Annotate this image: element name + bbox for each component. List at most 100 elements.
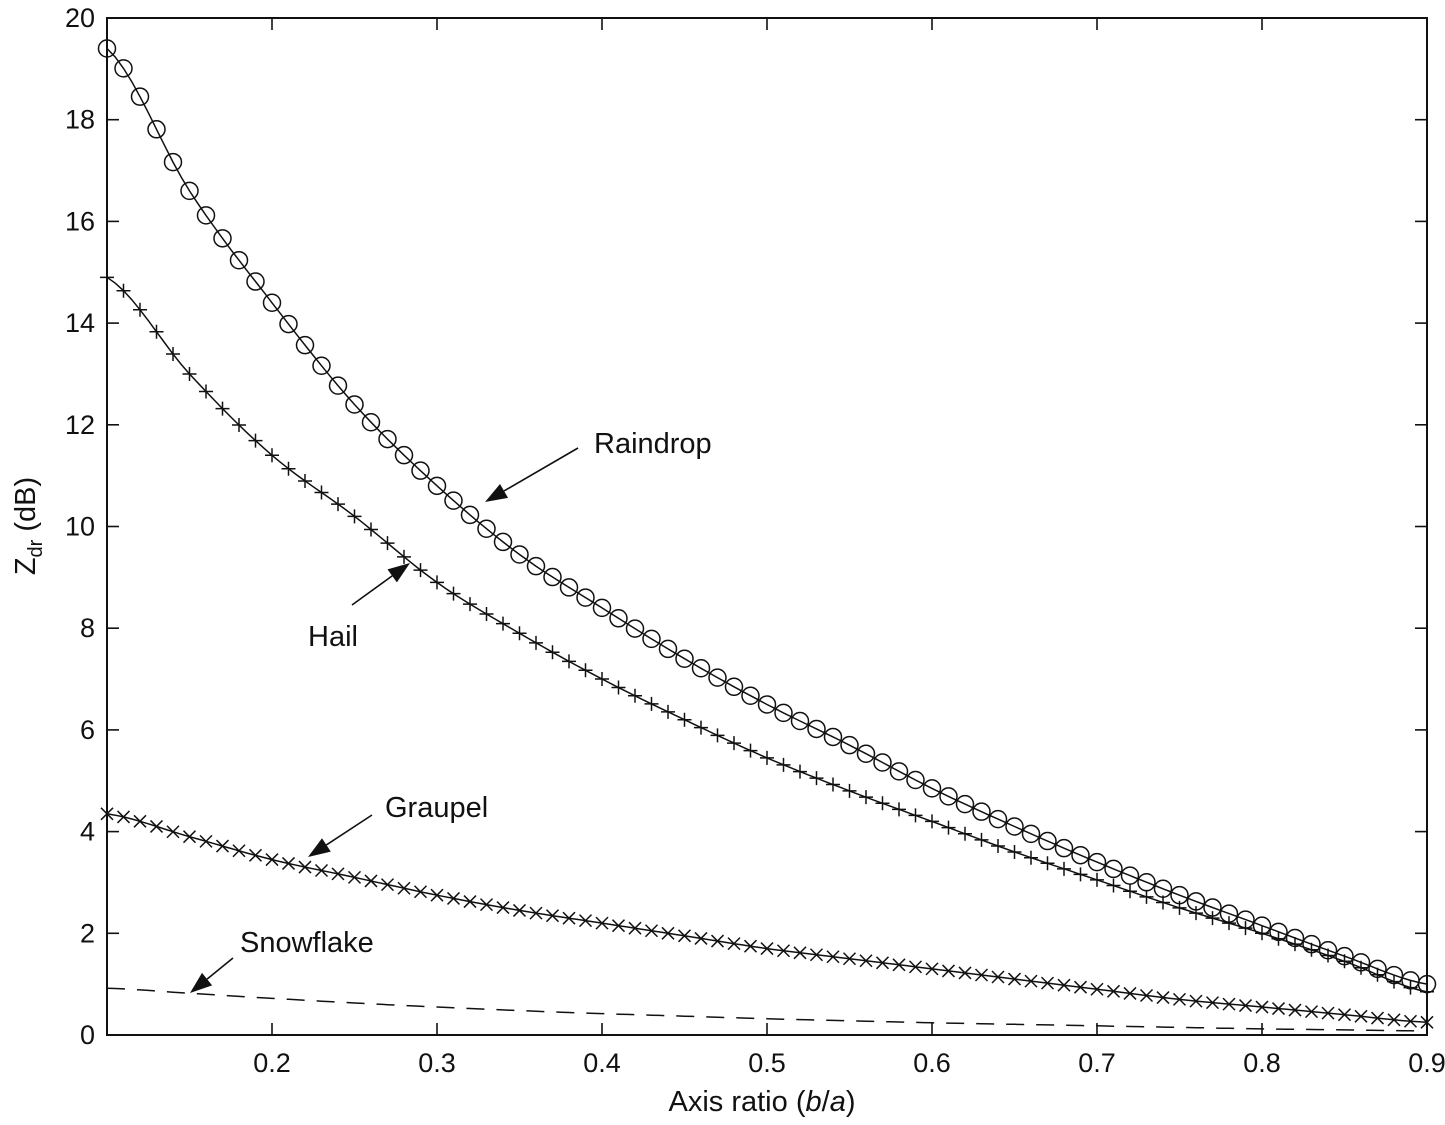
- graupel-point: [298, 860, 312, 874]
- hail-point: [908, 808, 923, 823]
- graupel-point: [826, 950, 840, 964]
- raindrop-point: [460, 505, 480, 525]
- graupel-point: [133, 814, 147, 828]
- raindrop-point: [741, 686, 760, 705]
- y-tick-label: 2: [80, 918, 95, 948]
- graupel-point: [281, 856, 296, 870]
- hail-point: [1106, 878, 1121, 893]
- hail-point: [611, 680, 626, 695]
- raindrop-point: [790, 711, 810, 731]
- raindrop-point: [295, 335, 315, 355]
- raindrop-point: [724, 677, 744, 697]
- hail-point: [925, 814, 939, 829]
- raindrop-point: [691, 659, 711, 678]
- hail-point: [215, 401, 230, 416]
- graupel-point: [463, 895, 477, 909]
- graupel-point: [1106, 984, 1121, 998]
- raindrop-point: [279, 314, 298, 334]
- hail-point: [331, 497, 345, 512]
- graupel-point: [925, 962, 939, 976]
- raindrop-point: [757, 695, 777, 714]
- graupel-point: [727, 937, 741, 951]
- hail-point: [248, 433, 263, 448]
- graupel-point: [364, 874, 378, 888]
- raindrop-point: [196, 206, 216, 225]
- graupel-point: [265, 853, 279, 867]
- raindrop-point: [856, 744, 876, 763]
- raindrop-point: [180, 181, 199, 201]
- raindrop-point: [427, 476, 447, 496]
- graupel-point: [1024, 974, 1038, 988]
- plot-area-frame: [106, 17, 1428, 1036]
- graupel-point: [644, 924, 659, 938]
- graupel-point: [1387, 1013, 1401, 1027]
- x-tick-label: 0.5: [748, 1048, 786, 1078]
- graupel-point: [1222, 997, 1236, 1011]
- hail-point: [1238, 921, 1253, 936]
- graupel-point: [1007, 972, 1022, 986]
- x-tick-label: 0.7: [1078, 1048, 1116, 1078]
- hail-point: [1255, 926, 1269, 941]
- graupel-annotation-arrow: [325, 814, 373, 846]
- hail-point: [1057, 861, 1071, 876]
- graupel-point: [215, 839, 230, 853]
- hail-point: [166, 347, 180, 362]
- y-tick-label: 0: [80, 1020, 95, 1050]
- graupel-point: [199, 834, 213, 848]
- hail-point: [809, 771, 824, 786]
- raindrop-point: [889, 762, 909, 781]
- raindrop-point: [642, 629, 661, 649]
- graupel-point: [1189, 994, 1203, 1008]
- graupel-point: [347, 870, 362, 884]
- hail-point: [446, 586, 461, 601]
- raindrop-point: [625, 619, 645, 638]
- y-axis-title: Zdr (dB): [10, 477, 47, 575]
- hail-point: [1205, 911, 1220, 926]
- raindrop-point: [675, 649, 694, 668]
- raindrop-point: [1104, 859, 1123, 879]
- graupel-point: [1172, 992, 1187, 1006]
- graupel-point: [958, 966, 972, 980]
- graupel-point: [1271, 1002, 1286, 1016]
- hail-point: [974, 832, 989, 847]
- raindrop-annotation-arrow: [503, 447, 579, 492]
- hail-point: [116, 283, 131, 298]
- raindrop-point: [807, 719, 826, 739]
- hail-point: [182, 366, 197, 381]
- hail-annotation-arrow: [351, 575, 393, 606]
- graupel-point: [1321, 1006, 1335, 1020]
- graupel-point: [628, 921, 642, 935]
- hail-point: [1304, 942, 1319, 957]
- graupel-point: [842, 952, 857, 966]
- graupel-point: [380, 878, 395, 892]
- hail-point: [958, 826, 972, 841]
- graupel-point: [149, 819, 164, 833]
- graupel-point: [496, 901, 510, 915]
- hail-point: [694, 720, 708, 735]
- snowflake-series-line: [106, 987, 1427, 1032]
- graupel-point: [1123, 986, 1137, 1000]
- raindrop-point: [873, 753, 892, 772]
- graupel-point: [1090, 982, 1104, 996]
- graupel-point: [991, 970, 1005, 984]
- hail-markers: [100, 270, 1434, 999]
- raindrop-point: [922, 779, 942, 798]
- graupel-point: [710, 934, 725, 948]
- hail-point: [1403, 980, 1418, 995]
- hail-point: [941, 820, 956, 835]
- raindrop-point: [526, 556, 546, 576]
- hail-point: [1370, 967, 1385, 982]
- hail-point: [1172, 900, 1187, 915]
- graupel-point: [1057, 978, 1071, 992]
- hail-point: [1123, 884, 1137, 899]
- raindrop-series-line: [106, 47, 1428, 985]
- y-tick-label: 10: [65, 512, 95, 542]
- graupel-point: [116, 810, 131, 824]
- graupel-point: [562, 911, 576, 925]
- graupel-point: [1040, 976, 1055, 990]
- hail-point: [232, 417, 246, 432]
- hail-point: [397, 549, 411, 564]
- graupel-point: [314, 863, 329, 878]
- raindrop-point: [147, 120, 166, 139]
- hail-point: [562, 654, 576, 669]
